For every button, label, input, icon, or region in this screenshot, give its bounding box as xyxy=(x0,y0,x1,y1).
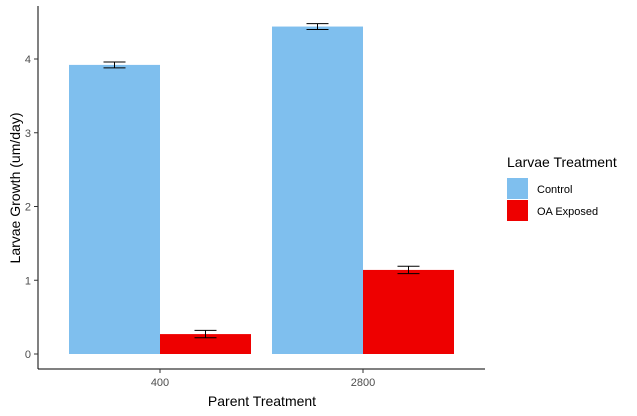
errorbars-layer xyxy=(103,23,420,339)
bars-layer xyxy=(69,26,454,355)
x-ticks: 400 2800 xyxy=(151,369,375,389)
bar-oa-exposed-400 xyxy=(160,334,251,354)
y-tick-label: 1 xyxy=(25,275,31,287)
legend-label: OA Exposed xyxy=(537,206,598,218)
legend-title: Larvae Treatment xyxy=(507,154,617,170)
y-axis-title: Larvae Growth (um/day) xyxy=(7,113,23,264)
y-tick-label: 3 xyxy=(25,128,31,140)
legend-key-oa-exposed xyxy=(507,200,528,221)
legend-label: Control xyxy=(537,184,572,196)
legend-key-control xyxy=(507,178,528,199)
x-tick-label: 2800 xyxy=(351,377,375,389)
error-bar xyxy=(103,61,126,69)
y-tick-label: 0 xyxy=(25,349,31,361)
y-ticks: 0 1 2 3 4 xyxy=(25,54,38,361)
y-tick-label: 2 xyxy=(25,202,31,214)
bar-oa-exposed-2800 xyxy=(363,269,454,354)
error-bar xyxy=(397,265,420,275)
bar-control-2800 xyxy=(272,26,363,355)
error-bar xyxy=(194,329,217,339)
legend: Larvae Treatment Control OA Exposed xyxy=(507,154,617,221)
y-tick-label: 4 xyxy=(25,54,31,66)
x-tick-label: 400 xyxy=(151,377,169,389)
error-bar xyxy=(306,23,329,30)
bar-control-400 xyxy=(69,64,160,355)
x-axis-title: Parent Treatment xyxy=(208,393,316,409)
